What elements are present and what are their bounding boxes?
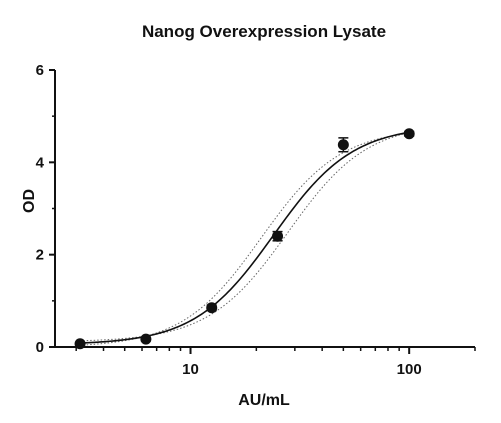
y-axis-label: OD xyxy=(21,189,38,213)
y-tick-label: 2 xyxy=(36,247,44,264)
data-point xyxy=(74,338,86,350)
chart-title: Nanog Overexpression Lysate xyxy=(142,22,386,41)
confidence-band-upper xyxy=(76,130,414,342)
data-points xyxy=(74,128,415,350)
axes xyxy=(54,70,475,348)
confidence-band xyxy=(76,130,414,346)
fit-curve xyxy=(76,130,414,345)
x-axis-label: AU/mL xyxy=(238,392,290,409)
data-point xyxy=(272,230,284,242)
fit-line xyxy=(76,130,414,345)
y-tick-label: 6 xyxy=(36,62,44,79)
data-point xyxy=(206,302,218,314)
data-point xyxy=(337,139,349,151)
ticks: 0 2 4 6 10 100 xyxy=(36,62,476,378)
y-tick-label: 0 xyxy=(36,339,44,356)
data-point xyxy=(140,333,152,345)
x-tick-label: 100 xyxy=(397,361,422,378)
confidence-band-lower xyxy=(76,132,414,346)
data-point xyxy=(403,128,415,140)
y-tick-label: 4 xyxy=(36,154,45,171)
x-tick-label: 10 xyxy=(182,361,199,378)
